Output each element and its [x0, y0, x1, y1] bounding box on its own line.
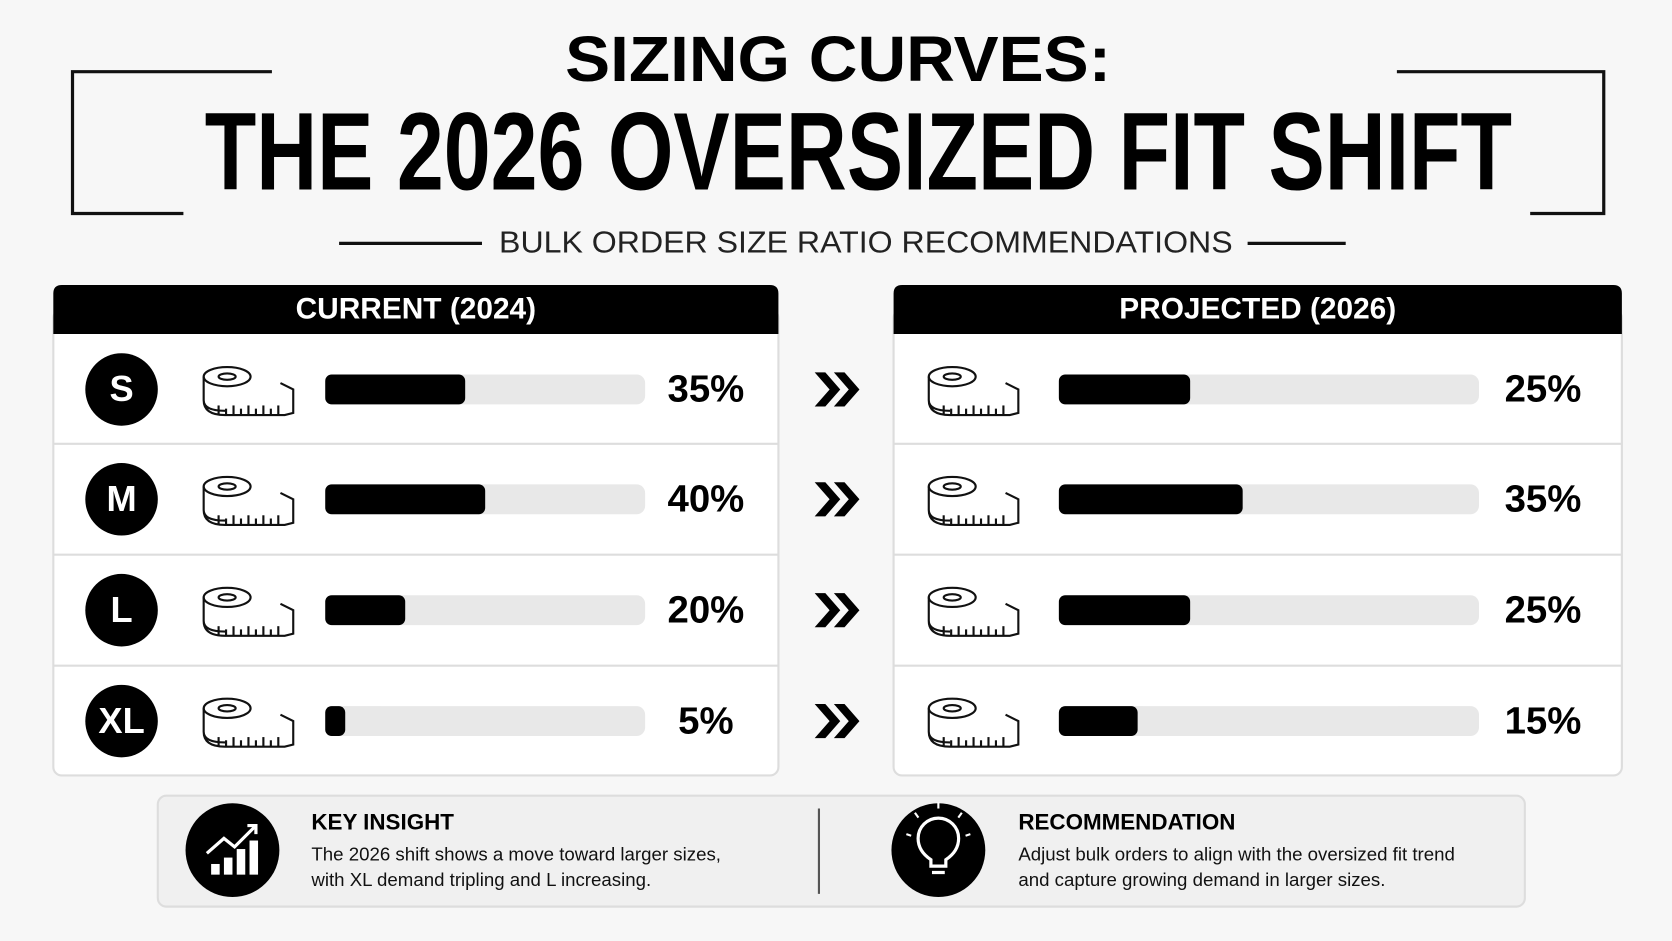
bar: [1058, 374, 1191, 405]
note-text: and capture growing demand in larger siz…: [1018, 869, 1385, 890]
tape-icon: [202, 586, 295, 637]
tape-icon: [927, 586, 1020, 637]
frame-right: [1396, 70, 1606, 216]
value-label: 25%: [1505, 588, 1582, 631]
note-text: Adjust bulk orders to align with the ove…: [1018, 843, 1455, 864]
tape-core: [217, 593, 237, 602]
tape-body: [202, 376, 295, 417]
notes-box: [156, 794, 1526, 908]
arrow-icon: [814, 372, 860, 407]
size-badge: [85, 463, 158, 536]
chart-icon-bar: [249, 840, 259, 875]
tape-body: [202, 597, 295, 637]
tape-icon: [927, 697, 1020, 748]
panel-title: PROJECTED (2026): [1119, 292, 1396, 325]
subtitle: BULK ORDER SIZE RATIO RECOMMENDATIONS: [499, 225, 1233, 260]
value-label: 35%: [1505, 478, 1582, 521]
tape-icon: [202, 475, 295, 526]
note-icon-bg: [185, 803, 280, 898]
tape-core: [942, 482, 962, 491]
panel-header: [53, 284, 779, 335]
tape-body: [202, 486, 295, 526]
bulb-ray: [914, 812, 920, 819]
arrow-icon: [814, 482, 860, 517]
tape-core: [217, 372, 237, 381]
panel-header: [893, 284, 1622, 335]
title-line-2: THE 2026 OVERSIZED FIT SHIFT: [205, 90, 1512, 213]
size-label: S: [109, 368, 133, 409]
title-line-1: SIZING CURVES:: [565, 23, 1111, 95]
bar: [1058, 706, 1138, 737]
tape-icon: [927, 475, 1020, 526]
chart-icon-bar: [211, 863, 220, 875]
value-label: 25%: [1505, 368, 1582, 411]
tape-icon: [927, 366, 1020, 417]
value-label: 40%: [668, 478, 745, 521]
tape-body: [927, 486, 1020, 526]
value-label: 5%: [678, 699, 733, 742]
value-label: 35%: [668, 368, 745, 411]
note-title: KEY INSIGHT: [311, 809, 454, 834]
note-title: RECOMMENDATION: [1018, 809, 1235, 834]
size-label: XL: [98, 700, 144, 741]
tape-core: [217, 482, 237, 491]
tape-body: [927, 597, 1020, 637]
panel-title: CURRENT (2024): [296, 292, 536, 325]
value-label: 15%: [1505, 699, 1582, 742]
notes: KEY INSIGHT The 2026 shift shows a move t…: [185, 802, 1455, 898]
chart-icon-arrow: [205, 823, 258, 855]
tape-core: [942, 372, 962, 381]
tape-icon: [202, 697, 295, 748]
bar: [1058, 595, 1191, 626]
size-badge: [85, 353, 158, 426]
size-label: L: [110, 589, 132, 630]
arrow-icon: [814, 593, 860, 628]
size-label: M: [106, 478, 136, 519]
tape-body: [927, 708, 1020, 748]
bar: [325, 374, 466, 405]
bar: [325, 484, 486, 515]
size-badge: [85, 684, 158, 758]
bulb-ray: [906, 833, 912, 837]
note-text: with XL demand tripling and L increasing…: [310, 869, 651, 890]
chart-icon-bar: [236, 849, 246, 875]
bar-track: [1058, 706, 1479, 737]
value-label: 20%: [668, 588, 745, 631]
arrow-icon: [814, 704, 860, 739]
note-icon-bg: [891, 803, 986, 898]
bar: [325, 706, 346, 737]
note-text: The 2026 shift shows a move toward large…: [311, 843, 721, 864]
bar-track: [325, 706, 646, 737]
chart-icon-bar: [223, 857, 233, 875]
tape-core: [942, 704, 962, 713]
tape-icon: [202, 366, 295, 417]
bar: [325, 595, 406, 626]
tape-core: [942, 593, 962, 602]
bulb-ray: [965, 833, 971, 837]
tape-body: [927, 376, 1020, 417]
size-badge: [85, 573, 158, 647]
bulb-ray: [957, 812, 963, 819]
title-frame: [70, 70, 1606, 245]
bulb-icon: [916, 816, 961, 875]
tape-core: [217, 704, 237, 713]
tape-body: [202, 708, 295, 748]
bar: [1058, 484, 1243, 515]
panels: CURRENT (2024) S 35% M 40% L 20% XL 5% PROJECTED …: [52, 284, 1623, 777]
frame-left: [70, 70, 272, 216]
